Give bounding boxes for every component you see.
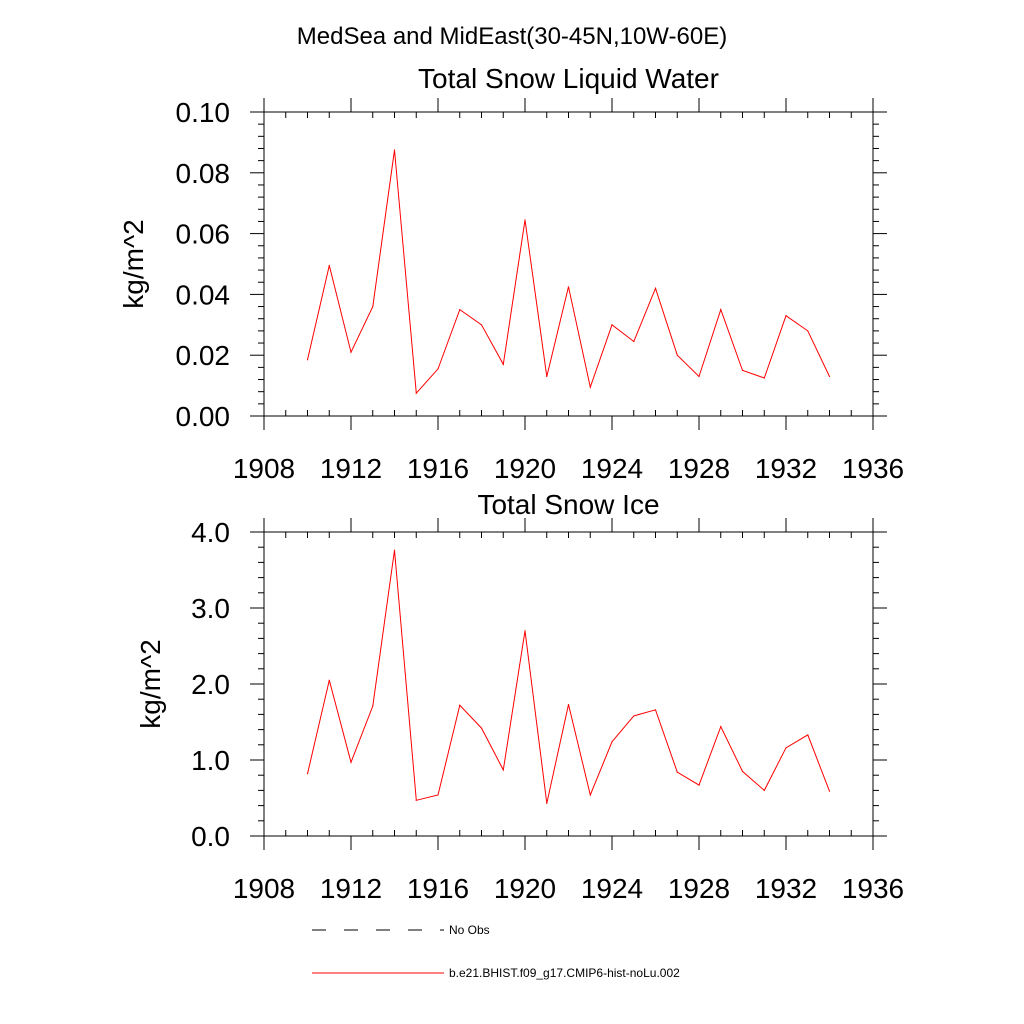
x-tick-label: 1924 xyxy=(581,453,643,484)
data-point xyxy=(698,784,700,786)
y-tick-label: 4.0 xyxy=(191,517,230,548)
panel-title: Total Snow Liquid Water xyxy=(418,63,719,94)
data-point xyxy=(785,747,787,749)
data-point xyxy=(589,386,591,388)
data-point xyxy=(720,309,722,311)
data-point xyxy=(437,368,439,370)
x-tick-label: 1928 xyxy=(668,873,730,904)
data-point xyxy=(350,761,352,763)
data-point xyxy=(480,727,483,729)
data-point xyxy=(828,790,831,792)
x-tick-label: 1924 xyxy=(581,873,643,904)
data-point xyxy=(698,375,700,378)
legend-label-model-run: b.e21.BHIST.f09_g17.CMIP6-hist-noLu.002 xyxy=(449,966,680,980)
data-point xyxy=(763,789,765,792)
x-tick-label: 1912 xyxy=(320,453,382,484)
y-tick-label: 0.06 xyxy=(176,219,231,250)
x-tick-label: 1936 xyxy=(842,873,904,904)
panel-total-snow-liquid-water: Total Snow Liquid Water kg/m^2 1908 1912 191… xyxy=(118,63,904,484)
data-point xyxy=(654,709,657,711)
x-tick-label: 1920 xyxy=(494,453,556,484)
y-tick-label: 3.0 xyxy=(191,593,230,624)
data-point xyxy=(306,359,309,361)
data-point xyxy=(567,703,570,706)
y-axis-label: kg/m^2 xyxy=(135,639,166,728)
data-point xyxy=(415,799,417,801)
data-point xyxy=(611,324,613,326)
series-line xyxy=(307,550,830,804)
data-point xyxy=(807,734,809,736)
y-tick-label: 0.02 xyxy=(176,340,231,371)
data-point xyxy=(459,704,461,706)
y-tick-label: 1.0 xyxy=(191,745,230,776)
data-point xyxy=(633,715,635,717)
legend: No Obs b.e21.BHIST.f09_g17.CMIP6-hist-no… xyxy=(312,923,680,980)
x-tick-label: 1912 xyxy=(320,873,382,904)
x-tick-label: 1920 xyxy=(494,873,556,904)
data-point xyxy=(372,705,374,707)
plot-frame xyxy=(263,531,874,837)
x-tick-label: 1932 xyxy=(755,873,817,904)
data-point xyxy=(393,149,396,151)
data-point xyxy=(676,771,678,773)
data-point xyxy=(524,630,526,632)
data-point xyxy=(502,363,504,365)
data-point xyxy=(567,286,570,288)
y-tick-label: 0.0 xyxy=(191,821,230,852)
y-tick-label: 0.08 xyxy=(176,158,231,189)
x-tick-label: 1908 xyxy=(233,453,295,484)
data-point xyxy=(328,679,330,681)
data-point xyxy=(633,340,635,343)
data-point xyxy=(306,773,309,775)
panel-title: Total Snow Ice xyxy=(477,489,659,520)
panel-total-snow-ice: Total Snow Ice kg/m^2 1908 1912 1916 1920 1924… xyxy=(135,489,904,904)
data-point xyxy=(350,351,352,353)
data-point xyxy=(720,725,722,728)
data-point xyxy=(546,375,548,378)
data-point xyxy=(415,392,417,394)
x-tick-label: 1928 xyxy=(668,453,730,484)
x-tick-label: 1916 xyxy=(407,453,469,484)
data-point xyxy=(763,377,765,379)
x-tick-label: 1936 xyxy=(842,453,904,484)
y-axis-label: kg/m^2 xyxy=(118,219,149,308)
data-point xyxy=(654,287,657,289)
data-point xyxy=(676,354,678,356)
data-point xyxy=(546,802,548,804)
plot-frame xyxy=(263,111,874,417)
data-point xyxy=(611,741,613,743)
y-tick-label: 0.00 xyxy=(176,401,231,432)
data-point xyxy=(741,369,744,371)
x-tick-label: 1932 xyxy=(755,453,817,484)
data-point xyxy=(807,330,809,332)
data-point xyxy=(524,219,526,221)
data-point xyxy=(502,769,504,771)
data-point xyxy=(393,549,396,551)
data-point xyxy=(785,315,787,317)
data-point xyxy=(328,264,330,267)
figure-title: MedSea and MidEast(30-45N,10W-60E) xyxy=(297,23,727,50)
x-tick-label: 1908 xyxy=(233,873,295,904)
data-point xyxy=(741,770,744,773)
series-line xyxy=(307,149,830,395)
y-tick-label: 2.0 xyxy=(191,669,230,700)
data-point xyxy=(372,305,374,308)
data-point xyxy=(459,309,461,311)
legend-label-no-obs: No Obs xyxy=(449,923,490,937)
x-tick-label: 1916 xyxy=(407,873,469,904)
y-tick-label: 0.10 xyxy=(176,97,231,128)
data-point xyxy=(589,794,591,796)
data-point xyxy=(828,375,831,378)
y-tick-label: 0.04 xyxy=(176,279,231,310)
data-point xyxy=(437,794,439,796)
data-point xyxy=(480,324,483,326)
